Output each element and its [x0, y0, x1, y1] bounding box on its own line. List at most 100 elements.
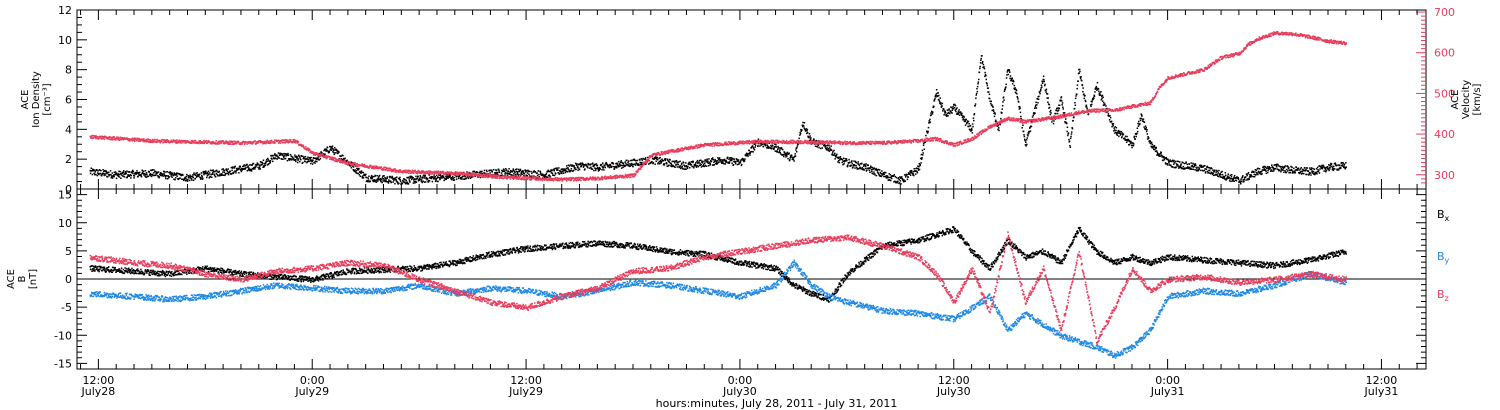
- density-series-point: [626, 159, 628, 162]
- density-series-point: [576, 163, 578, 165]
- density-series-point: [173, 173, 176, 175]
- density-series-point: [214, 176, 217, 178]
- density-series-point: [1337, 164, 1339, 166]
- density-series-point: [640, 158, 642, 160]
- density-series-point: [718, 157, 721, 159]
- velocity-series-point: [268, 142, 271, 144]
- velocity-series-point: [174, 139, 176, 142]
- density-series-point: [785, 154, 787, 156]
- density-series-point: [1222, 176, 1225, 179]
- density-series-point: [727, 161, 730, 164]
- density-series-point: [1264, 169, 1267, 171]
- density-series-point: [727, 156, 729, 159]
- density-series-point: [880, 172, 882, 175]
- density-series-point: [1175, 163, 1178, 165]
- density-series-point: [799, 134, 801, 136]
- density-series-point: [1332, 169, 1335, 172]
- density-series-point: [516, 172, 519, 174]
- density-series-point: [976, 90, 979, 93]
- density-series-point: [396, 181, 399, 183]
- density-series-point: [407, 177, 409, 179]
- density-series-point: [656, 159, 659, 161]
- density-series-point: [1143, 121, 1146, 124]
- density-series-point: [976, 88, 978, 90]
- density-series-point: [560, 171, 562, 173]
- density-series-point: [774, 143, 776, 145]
- density-series-point: [1137, 125, 1140, 127]
- density-series-point: [973, 114, 975, 116]
- density-series-point: [875, 167, 877, 170]
- density-series-point: [1184, 167, 1187, 169]
- density-series-point: [598, 167, 600, 170]
- density-series-point: [673, 160, 675, 162]
- density-series-point: [125, 172, 127, 174]
- density-series-point: [366, 176, 368, 179]
- density-series-point: [1128, 139, 1130, 142]
- density-series-point: [843, 161, 846, 163]
- density-series-point: [399, 179, 401, 181]
- density-series-point: [188, 176, 191, 178]
- density-series-point: [924, 141, 926, 143]
- density-series-point: [281, 153, 284, 155]
- velocity-series-point: [300, 144, 303, 146]
- density-series-point: [1012, 79, 1015, 82]
- density-series-point: [907, 172, 910, 174]
- density-series-point: [627, 161, 629, 164]
- density-series-point: [1187, 167, 1190, 169]
- density-series-point: [741, 163, 743, 166]
- density-series-point: [516, 173, 518, 175]
- density-series-point: [996, 125, 999, 127]
- density-series-point: [799, 131, 801, 134]
- density-series-point: [1138, 120, 1140, 123]
- density-series-point: [917, 168, 919, 170]
- density-series-point: [254, 164, 257, 166]
- density-series-point: [842, 160, 845, 162]
- density-series-point: [624, 165, 626, 168]
- density-series-point: [536, 174, 539, 177]
- density-series-point: [247, 168, 250, 170]
- velocity-series-point: [142, 138, 145, 140]
- density-series-point: [954, 104, 957, 107]
- density-series-point: [281, 154, 284, 156]
- velocity-series-point: [232, 140, 234, 143]
- density-series-point: [266, 160, 268, 162]
- density-series-point: [1240, 183, 1242, 185]
- density-series-point: [1145, 128, 1147, 131]
- density-series-point: [636, 159, 639, 162]
- density-series-point: [207, 173, 209, 176]
- density-series-point: [140, 175, 143, 178]
- velocity-series-point: [159, 141, 162, 144]
- density-series-point: [730, 157, 732, 159]
- density-series-point: [702, 163, 705, 166]
- density-series-point: [352, 166, 355, 168]
- density-series-point: [239, 165, 241, 168]
- density-series-point: [155, 174, 157, 177]
- density-series-point: [789, 157, 791, 159]
- density-series-point: [306, 161, 308, 164]
- density-series-point: [134, 173, 136, 175]
- density-series-point: [628, 160, 630, 162]
- density-series-point: [414, 178, 416, 180]
- density-series-point: [415, 175, 417, 178]
- density-series-point: [1183, 168, 1185, 170]
- velocity-series-point: [166, 139, 168, 141]
- velocity-series-point: [274, 142, 276, 144]
- density-series-point: [775, 146, 778, 148]
- density-series-point: [381, 177, 384, 179]
- density-series-point: [150, 174, 152, 176]
- density-series-point: [855, 164, 857, 167]
- density-series-point: [361, 177, 364, 179]
- density-series-point: [599, 168, 601, 170]
- density-series-point: [453, 176, 455, 179]
- density-series-point: [194, 178, 197, 180]
- density-series-point: [561, 170, 564, 173]
- density-series-point: [412, 177, 414, 179]
- density-series-point: [543, 175, 545, 177]
- density-series-point: [1253, 176, 1255, 178]
- density-series-point: [309, 157, 311, 159]
- density-series-point: [715, 160, 717, 162]
- density-series-point: [592, 165, 594, 168]
- density-series-point: [977, 83, 979, 85]
- density-series-point: [424, 174, 426, 177]
- density-series-point: [1076, 87, 1078, 90]
